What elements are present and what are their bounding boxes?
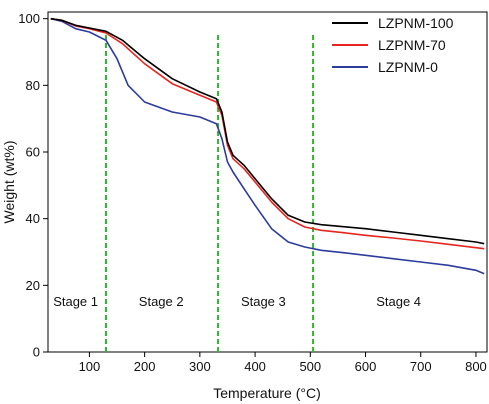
x-tick-label: 500 (299, 359, 321, 374)
legend: LZPNM-100 LZPNM-70 LZPNM-0 (332, 15, 454, 75)
y-tick-label: 60 (26, 145, 40, 160)
stage-label: Stage 1 (53, 294, 98, 309)
axes: 100 200 300 400 500 600 700 800 0 20 40 60 80 100 (18, 11, 487, 374)
y-tick-label: 20 (26, 278, 40, 293)
x-tick-label: 200 (134, 359, 156, 374)
x-axis-title: Temperature (°C) (213, 385, 321, 401)
plot-frame (47, 11, 488, 353)
x-tick-label: 400 (244, 359, 266, 374)
y-tick-label: 100 (18, 11, 40, 26)
stage-label: Stage 2 (139, 294, 184, 309)
series-lines (50, 17, 485, 275)
stage-label: Stage 3 (241, 294, 286, 309)
y-tick-label: 40 (26, 211, 40, 226)
x-tick-label: 600 (355, 359, 377, 374)
legend-label: LZPNM-0 (378, 59, 438, 75)
x-tick-label: 700 (410, 359, 432, 374)
legend-label: LZPNM-70 (378, 37, 446, 53)
y-axis-title: Weight (wt%) (1, 141, 17, 224)
stage-label: Stage 4 (376, 294, 421, 309)
stage-boundaries (104, 32, 315, 352)
x-tick-label: 800 (465, 359, 487, 374)
x-tick-label: 100 (79, 359, 101, 374)
stage-labels: Stage 1 Stage 2 Stage 3 Stage 4 (53, 294, 421, 309)
legend-label: LZPNM-100 (378, 15, 454, 31)
series-line (50, 17, 485, 245)
series-line (50, 17, 485, 275)
y-tick-label: 0 (33, 345, 40, 360)
y-tick-label: 80 (26, 78, 40, 93)
series-line (50, 17, 485, 250)
x-tick-label: 300 (189, 359, 211, 374)
